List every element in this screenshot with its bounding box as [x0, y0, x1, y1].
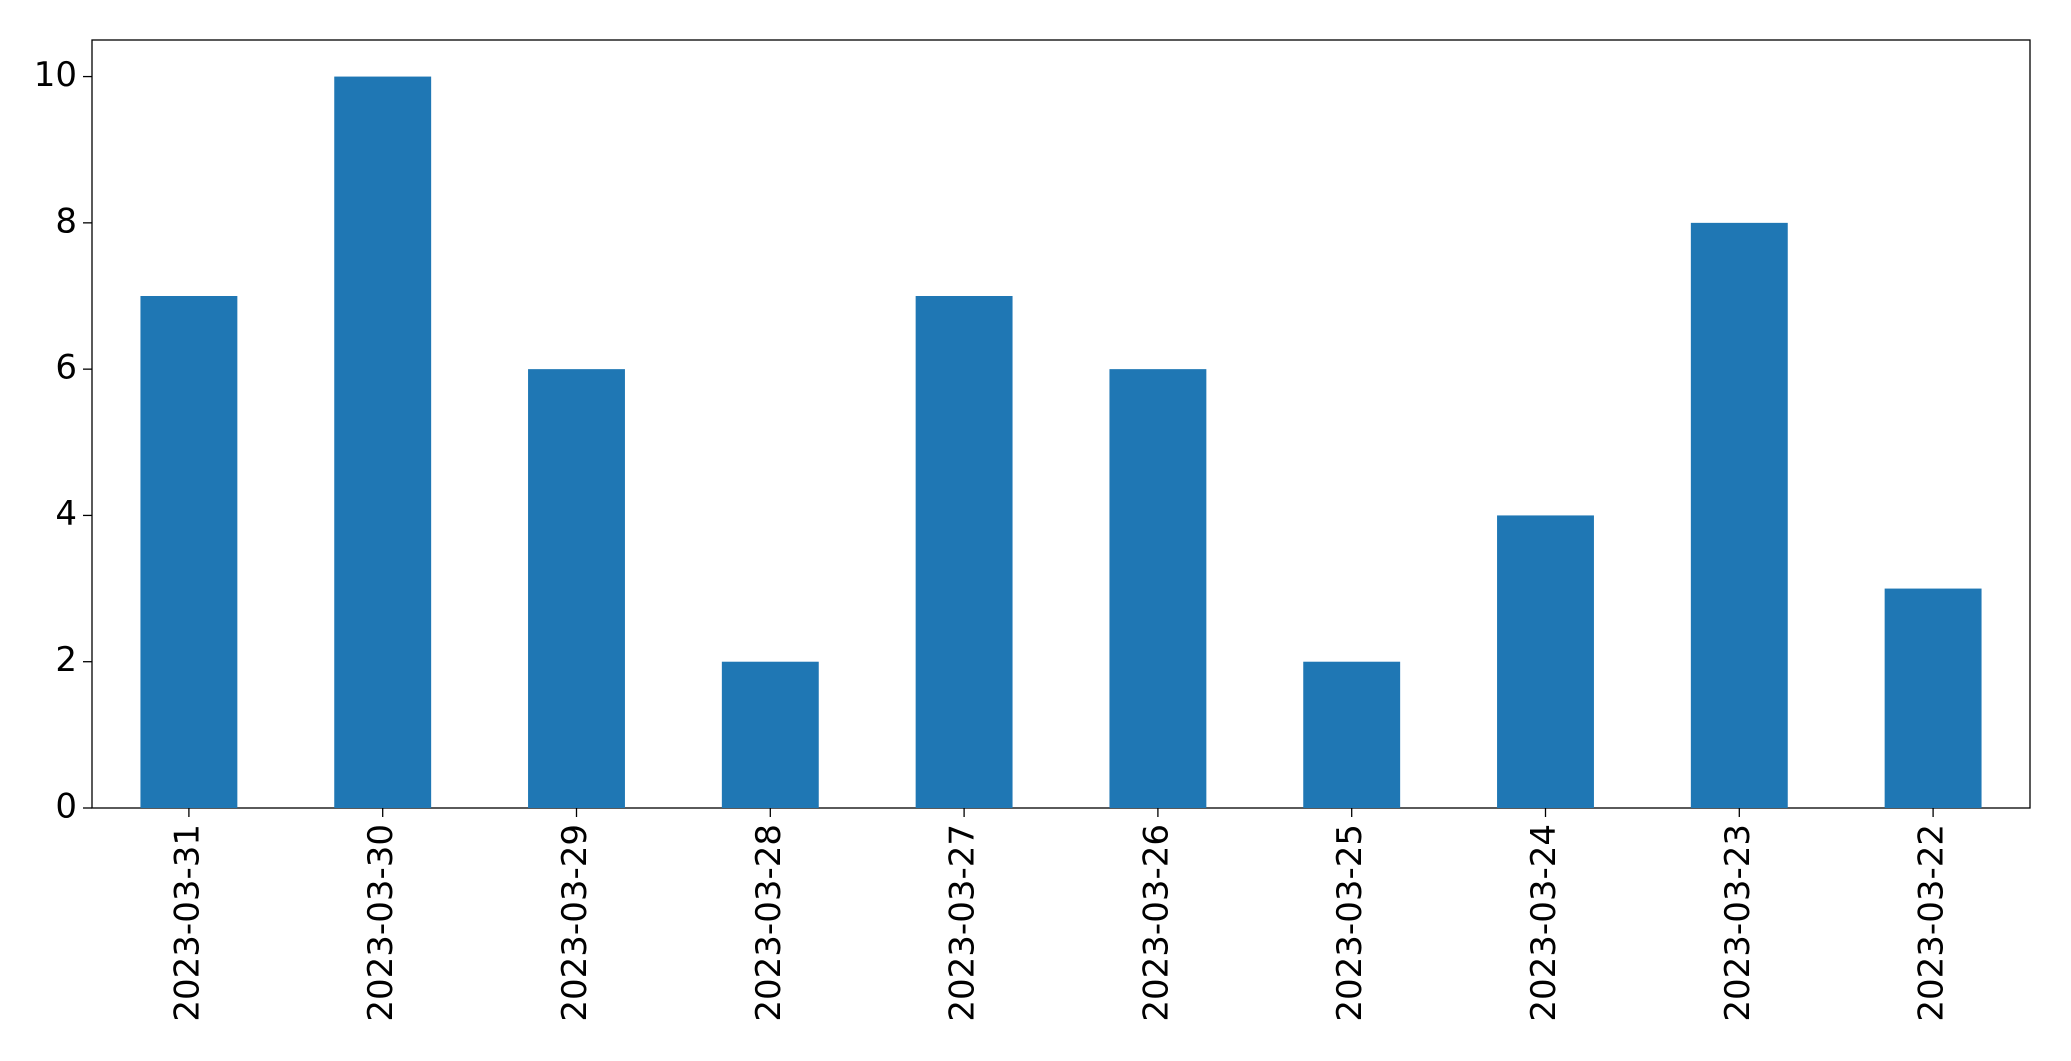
bar — [140, 296, 238, 808]
plot-frame — [91, 39, 2031, 809]
x-tick-label: 2023-03-31 — [167, 824, 207, 1022]
x-tick-label: 2023-03-23 — [1718, 824, 1758, 1022]
x-tick-label: 2023-03-27 — [943, 824, 983, 1022]
bar — [721, 661, 819, 808]
y-tick-label: 2 — [55, 640, 77, 680]
y-tick-label: 10 — [34, 55, 77, 95]
bar — [1497, 515, 1594, 808]
y-tick-label: 4 — [55, 494, 77, 534]
y-tick-label: 8 — [55, 201, 77, 241]
x-tick-label: 2023-03-24 — [1524, 824, 1564, 1022]
y-tick-label: 0 — [55, 787, 77, 827]
y-tick-label: 6 — [55, 348, 77, 388]
bar — [1884, 588, 1982, 808]
bar — [1303, 661, 1401, 808]
x-tick-label: 2023-03-29 — [555, 824, 595, 1022]
x-tick-label: 2023-03-25 — [1330, 824, 1370, 1022]
bar — [528, 369, 625, 808]
x-tick-label: 2023-03-30 — [361, 824, 401, 1022]
bar — [1109, 369, 1207, 808]
x-tick-label: 2023-03-26 — [1136, 824, 1176, 1022]
bar — [915, 296, 1013, 808]
bar — [1690, 222, 1788, 808]
x-tick-label: 2023-03-22 — [1912, 824, 1952, 1022]
x-tick-label: 2023-03-28 — [749, 824, 789, 1022]
bar — [334, 76, 432, 809]
